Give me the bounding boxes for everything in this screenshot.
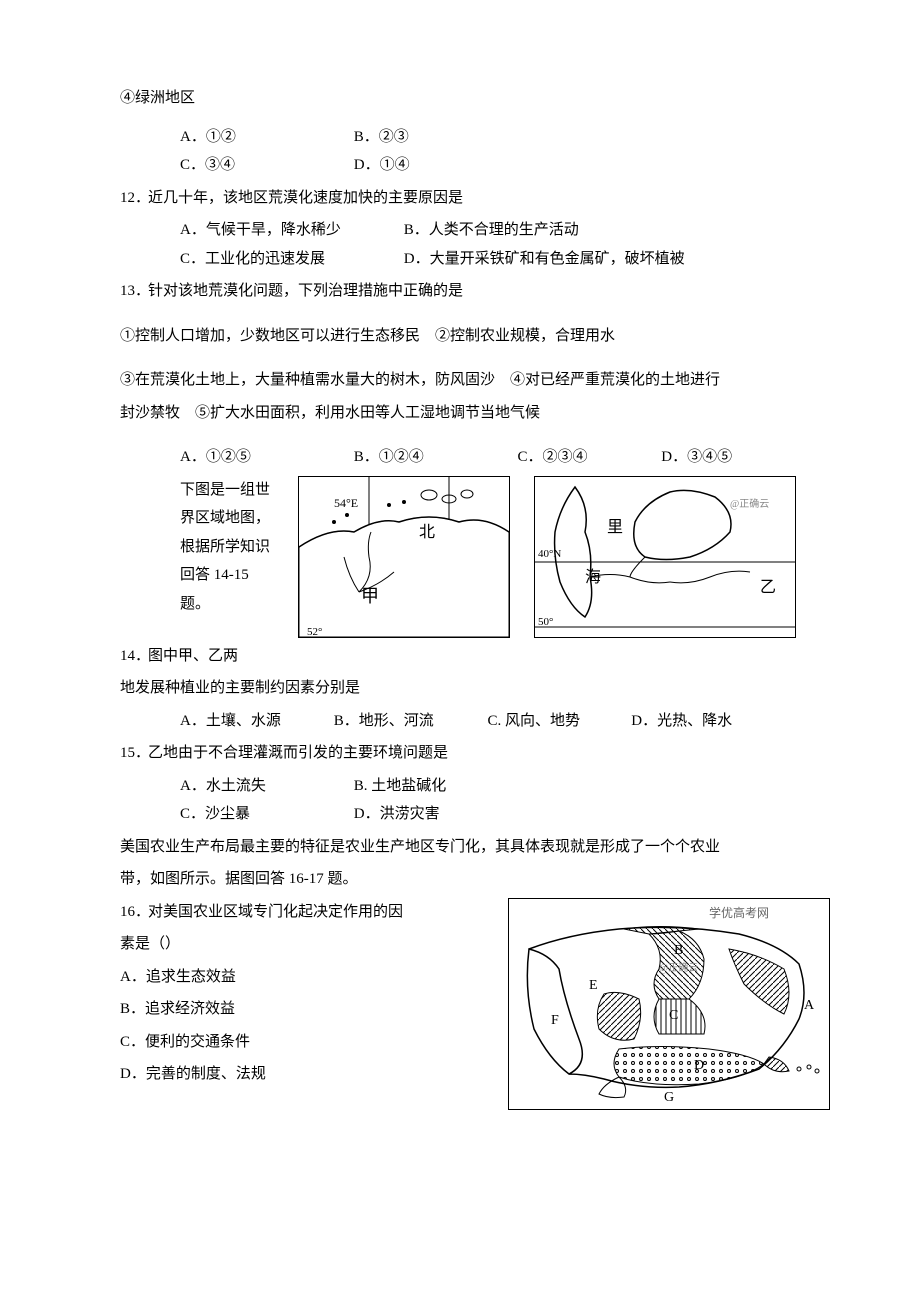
usa-B: B	[674, 943, 683, 958]
map-jia: 54°E 北 甲 52°	[298, 476, 510, 638]
q13-optA: A．①②⑤	[180, 443, 350, 472]
q13-optB: B．①②④	[354, 443, 514, 472]
q15-optA: A．水土流失	[180, 772, 350, 801]
usa-A: A	[804, 998, 815, 1013]
q15-num: 15．	[120, 739, 148, 768]
q14-optA: A．土壤、水源	[180, 707, 330, 736]
map1-north: 北	[419, 523, 435, 541]
map1-lat52: 52°	[307, 626, 322, 638]
q12-optC: C．工业化的迅速发展	[180, 245, 400, 274]
q11-options-row1: A．①② B．②③	[180, 123, 830, 152]
usa-C: C	[669, 1008, 678, 1023]
q12-optD: D．大量开采铁矿和有色金属矿，破坏植被	[404, 245, 685, 274]
q11-optA: A．①②	[180, 123, 350, 152]
usa-F: F	[551, 1013, 559, 1028]
q13-line1: ①控制人口增加，少数地区可以进行生态移民 ②控制农业规模，合理用水	[120, 322, 830, 351]
q11-optC: C．③④	[180, 151, 350, 180]
q14-optD: D．光热、降水	[631, 707, 732, 736]
q13-optD: D．③④⑤	[661, 443, 732, 472]
q12-num: 12．	[120, 184, 148, 213]
q13-line2b: 封沙禁牧 ⑤扩大水田面积，利用水田等人工湿地调节当地气候	[120, 399, 830, 428]
q16-num: 16．	[120, 898, 148, 927]
q11-optB: B．②③	[354, 123, 409, 152]
q14-optC: C. 风向、地势	[488, 707, 628, 736]
usa-G: G	[664, 1090, 674, 1105]
usa-E: E	[589, 978, 598, 993]
q13-options: A．①②⑤ B．①②④ C．②③④ D．③④⑤	[180, 443, 830, 472]
q12-optA: A．气候干旱，降水稀少	[180, 216, 400, 245]
map2-lat50: 50°	[538, 616, 553, 628]
q12-optB: B．人类不合理的生产活动	[404, 216, 579, 245]
q13-num: 13．	[120, 277, 148, 306]
q13-stem: 13．针对该地荒漠化问题，下列治理措施中正确的是	[120, 277, 830, 306]
usa-D: D	[694, 1058, 704, 1073]
map1-jia: 甲	[361, 586, 379, 606]
q15-optB: B. 土地盐碱化	[354, 772, 447, 801]
q15-stem: 15．乙地由于不合理灌溉而引发的主要环境问题是	[120, 739, 830, 768]
q13-optC: C．②③④	[518, 443, 658, 472]
usa-intro1: 美国农业生产布局最主要的特征是农业生产地区专门化，其具体表现就是形成了一个个农业	[120, 833, 830, 862]
q15-options-row2: C．沙尘暴 D．洪涝灾害	[180, 800, 830, 829]
q15-optD: D．洪涝灾害	[354, 800, 440, 829]
q14-num: 14．	[120, 642, 148, 671]
map2-wm: @正确云	[730, 497, 769, 510]
q15-options-row1: A．水土流失 B. 土地盐碱化	[180, 772, 830, 801]
q12-options-row1: A．气候干旱，降水稀少 B．人类不合理的生产活动	[180, 216, 830, 245]
q11-optD: D．①④	[354, 151, 410, 180]
map2-hai: 海	[585, 568, 601, 586]
map-usa: A B C D E F G 学优高考网 @正确云	[508, 898, 830, 1110]
usa-intro2: 带，如图所示。据图回答 16-17 题。	[120, 865, 830, 894]
usa-wm2: @正确云	[659, 961, 698, 974]
map2-yi: 乙	[760, 579, 776, 596]
q15-optC: C．沙尘暴	[180, 800, 350, 829]
q14-optB: B．地形、河流	[334, 707, 484, 736]
q13-line2a: ③在荒漠化土地上，大量种植需水量大的树木，防风固沙 ④对已经严重荒漠化的土地进行	[120, 366, 830, 395]
q11-option4: ④绿洲地区	[120, 84, 830, 113]
q14-options: A．土壤、水源 B．地形、河流 C. 风向、地势 D．光热、降水	[180, 707, 830, 736]
q14-stem2: 地发展种植业的主要制约因素分别是	[120, 674, 830, 703]
map2-lat40: 40°N	[538, 548, 561, 560]
map-yi: 里 海 乙 40°N 50° @正确云	[534, 476, 796, 638]
q14-stem: 14．图中甲、乙两	[120, 642, 830, 671]
maps-intro: 下图是一组世 界区域地图， 根据所学知识 回答 14-15 题。	[180, 476, 290, 619]
usa-wm: 学优高考网	[709, 905, 769, 920]
map2-li: 里	[607, 518, 623, 536]
map1-lon54: 54°E	[334, 496, 358, 510]
q12-options-row2: C．工业化的迅速发展 D．大量开采铁矿和有色金属矿，破坏植被	[180, 245, 830, 274]
q12-stem: 12．近几十年，该地区荒漠化速度加快的主要原因是	[120, 184, 830, 213]
q11-options-row2: C．③④ D．①④	[180, 151, 830, 180]
